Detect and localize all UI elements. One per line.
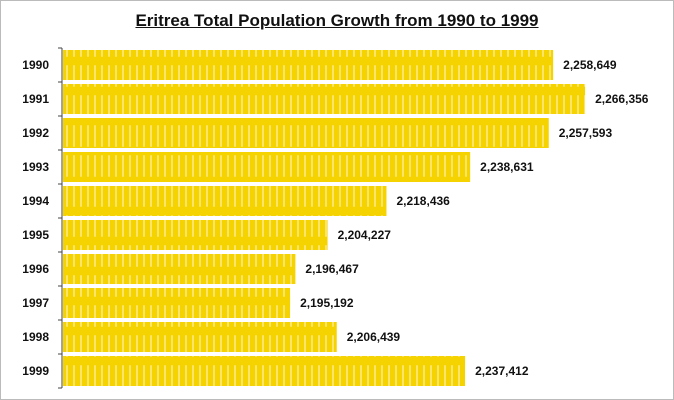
category-label: 1990: [22, 58, 49, 72]
category-label: 1993: [22, 160, 49, 174]
value-label: 2,258,649: [563, 58, 617, 72]
bar-1994: [63, 186, 387, 216]
bar-1999: [63, 356, 466, 386]
value-label: 2,218,436: [396, 194, 450, 208]
category-label: 1996: [22, 262, 49, 276]
category-label: 1999: [22, 364, 49, 378]
value-label: 2,204,227: [338, 228, 392, 242]
category-label: 1992: [22, 126, 49, 140]
category-label: 1998: [22, 330, 49, 344]
bar-1998: [63, 322, 337, 352]
bar-1993: [63, 152, 471, 182]
bar-1997: [63, 288, 291, 318]
bar-1996: [63, 254, 296, 284]
value-label: 2,238,631: [480, 160, 534, 174]
bar-1991: [63, 84, 586, 114]
category-label: 1991: [22, 92, 49, 106]
category-label: 1995: [22, 228, 49, 242]
value-label: 2,257,593: [559, 126, 613, 140]
chart-title: Eritrea Total Population Growth from 199…: [135, 11, 539, 30]
value-label: 2,237,412: [475, 364, 529, 378]
bar-1990: [63, 50, 554, 80]
category-label: 1994: [22, 194, 49, 208]
category-label: 1997: [22, 296, 49, 310]
value-label: 2,196,467: [305, 262, 359, 276]
value-label: 2,206,439: [347, 330, 401, 344]
value-label: 2,266,356: [595, 92, 649, 106]
bar-1995: [63, 220, 328, 250]
bar-1992: [63, 118, 549, 148]
value-label: 2,195,192: [300, 296, 354, 310]
